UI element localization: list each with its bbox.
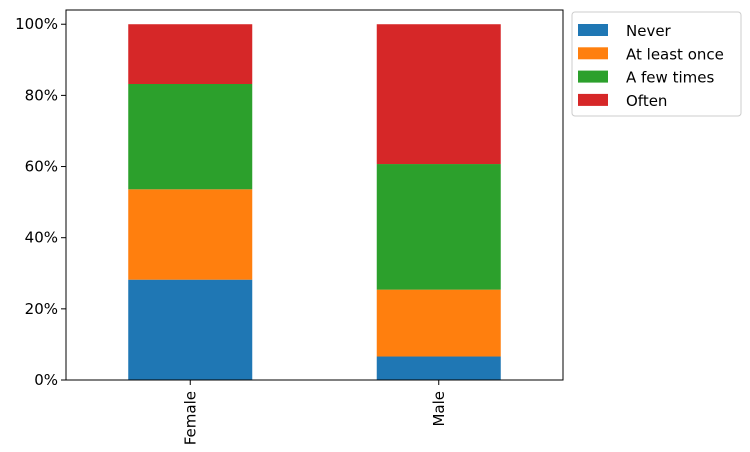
bars-group <box>128 24 501 380</box>
y-tick-label: 60% <box>25 158 58 176</box>
bar-male-often <box>376 24 501 165</box>
y-tick-label: 40% <box>25 229 58 247</box>
y-tick-label: 80% <box>25 86 58 104</box>
legend-swatch <box>578 47 608 60</box>
bar-female-often <box>128 24 253 84</box>
y-axis: 0% 20% 40% 60% 80% 100% <box>15 15 66 389</box>
bar-male-a-few-times <box>376 164 501 290</box>
legend-frame <box>571 11 742 117</box>
y-tick-label: 0% <box>34 371 58 389</box>
legend-swatch <box>578 93 608 106</box>
legend-label: At least once <box>626 45 724 63</box>
legend-label: Never <box>626 22 672 40</box>
legend-swatch <box>578 24 608 36</box>
legend-label: Often <box>626 92 667 110</box>
legend: Never At least once A few times Often <box>571 11 742 117</box>
y-tick-label: 100% <box>15 15 58 33</box>
bar-female-never <box>128 279 253 380</box>
x-tick-label: Male <box>430 391 448 427</box>
x-axis: Female Male <box>181 380 448 445</box>
legend-label: A few times <box>626 69 714 87</box>
plot-frame <box>65 9 564 381</box>
bar-female-a-few-times <box>128 84 253 190</box>
x-tick-label: Female <box>181 391 199 445</box>
legend-swatch <box>578 70 608 83</box>
y-tick-label: 20% <box>25 300 58 318</box>
bar-female-at-least-once <box>128 189 253 280</box>
bar-male-never <box>376 356 501 380</box>
bar-male-at-least-once <box>376 289 501 357</box>
